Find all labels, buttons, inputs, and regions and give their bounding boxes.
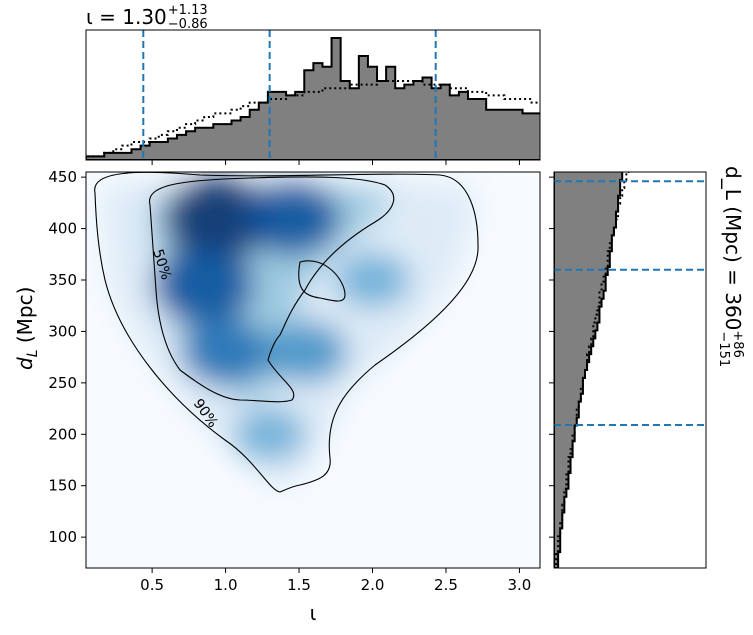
y-axis-label-sub: L — [25, 349, 41, 357]
contour-50-percent — [149, 176, 395, 403]
density-peak-0 — [163, 176, 274, 261]
dl-title-sub: −151 — [716, 331, 731, 367]
iota-title-main: ι = 1.30 — [86, 5, 167, 29]
x-tick-label-2: 1.5 — [287, 576, 311, 594]
y-tick-label-6: 400 — [48, 220, 77, 238]
y-axis-label-main: d — [13, 357, 37, 370]
iota-title-sup: +1.13 — [168, 3, 208, 18]
dl-histogram — [554, 172, 630, 568]
density-peak-4 — [265, 321, 348, 383]
y-axis-label-unit: (Mpc) — [13, 287, 37, 350]
main-density-panel: 50% 90% 0.5 1.0 1.5 2.0 2.5 3.010015020025030… — [13, 168, 541, 625]
iota-title-sub: −0.86 — [168, 17, 208, 32]
top-panel-ticks — [151, 160, 520, 165]
contour-90-percent — [94, 172, 479, 493]
right-panel-ticks — [549, 176, 554, 538]
dl-posterior-hist — [554, 172, 624, 568]
density-peak-1 — [242, 181, 341, 256]
x-tick-label-4: 2.5 — [434, 576, 458, 594]
top-panel-frame — [85, 29, 541, 161]
iota-title: ι = 1.30+1.13 −0.86 — [86, 3, 208, 32]
y-tick-label-3: 250 — [48, 374, 77, 392]
main-panel-ticks: 0.5 1.0 1.5 2.0 2.5 3.0 100 150 200 250 300 350 400 4… — [48, 168, 531, 594]
x-axis-label: ι — [310, 601, 317, 625]
x-tick-label-3: 2.0 — [361, 576, 385, 594]
density-peak-5 — [335, 252, 411, 308]
top-marginal-panel: ι = 1.30+1.13 −0.86 — [85, 3, 541, 165]
dl-title-sup: +86 — [730, 330, 745, 357]
iota-histogram — [86, 37, 540, 160]
y-tick-label-5: 350 — [48, 271, 77, 289]
right-panel-frame — [553, 171, 707, 569]
iota-posterior-hist — [86, 37, 540, 160]
right-marginal-panel: d_L (Mpc) = 360+86−151 — [549, 166, 745, 569]
dl-prior-hist — [554, 172, 630, 568]
y-axis-label: dL (Mpc) — [13, 287, 41, 370]
dl-title-main: d_L (Mpc) = 360 — [721, 166, 745, 330]
density-heatmap — [100, 176, 476, 490]
x-tick-label-5: 3.0 — [508, 576, 532, 594]
y-tick-label-0: 100 — [48, 528, 77, 546]
x-tick-label-1: 1.0 — [214, 576, 238, 594]
density-peak-6 — [233, 407, 306, 462]
iota-prior-hist — [86, 80, 540, 160]
main-panel-frame — [85, 171, 541, 569]
y-tick-label-2: 200 — [48, 425, 77, 443]
dl-quantile-lines — [554, 180, 706, 427]
y-tick-label-1: 150 — [48, 477, 77, 495]
density-peak-2 — [152, 246, 255, 325]
dl-title: d_L (Mpc) = 360+86−151 — [716, 166, 745, 367]
x-tick-label-0: 0.5 — [140, 576, 164, 594]
y-tick-label-7: 450 — [48, 168, 77, 186]
density-peak-3 — [180, 318, 271, 386]
y-tick-label-4: 300 — [48, 322, 77, 340]
